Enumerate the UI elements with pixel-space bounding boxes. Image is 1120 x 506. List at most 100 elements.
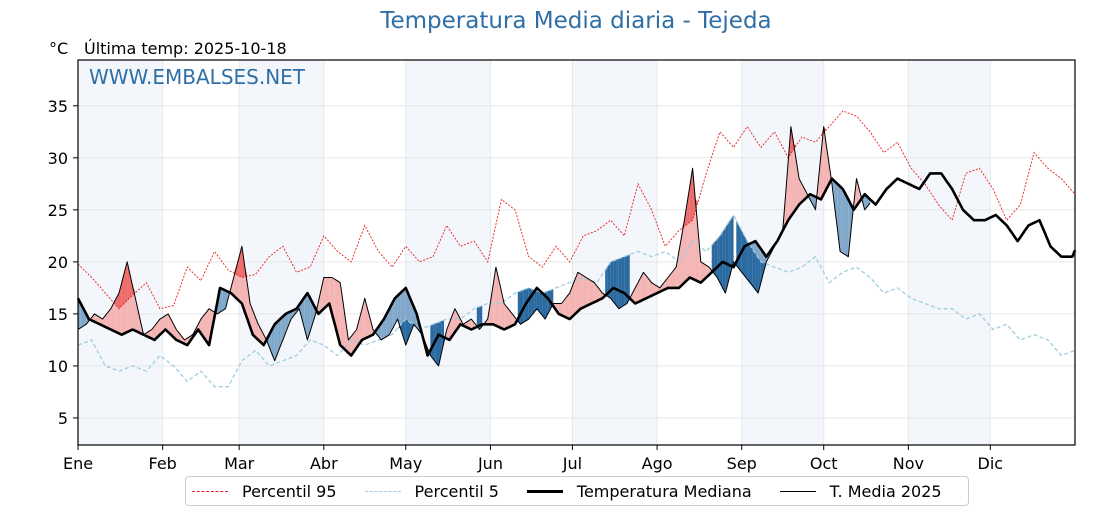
fill-below-p5: [616, 258, 619, 309]
fill-below-p5: [435, 322, 439, 366]
fill-below-median: [386, 308, 390, 337]
y-tick-label: 15: [48, 305, 68, 324]
fill-above-p95: [236, 256, 240, 277]
fill-below-p5: [714, 238, 718, 278]
fill-below-p5: [627, 254, 630, 304]
fill-above-median: [168, 313, 171, 335]
fill-below-median: [837, 183, 841, 252]
fill-above-median: [162, 315, 166, 333]
fill-above-median: [490, 284, 494, 325]
fill-below-p5: [618, 257, 622, 309]
fill-below-p5: [525, 287, 529, 321]
fill-above-median: [362, 298, 365, 340]
legend-label: Percentil 5: [414, 481, 499, 501]
fill-above-median: [796, 161, 800, 209]
fill-above-median: [356, 319, 360, 348]
fill-above-median: [599, 289, 603, 300]
fill-above-median: [321, 277, 324, 312]
fill-above-median: [454, 308, 458, 333]
fill-above-median: [452, 308, 455, 337]
fill-below-median: [842, 189, 846, 255]
fill-above-median: [569, 286, 573, 320]
month-shade-mar: [239, 60, 324, 445]
fill-below-p5: [747, 241, 750, 283]
fill-above-median: [367, 308, 371, 338]
fill-below-p5: [528, 287, 532, 320]
fill-above-median: [591, 280, 595, 304]
fill-below-p5: [624, 255, 628, 306]
fill-above-median: [154, 322, 158, 340]
fill-above-median: [586, 277, 589, 307]
fill-above-median: [643, 272, 647, 300]
fill-below-median: [840, 186, 843, 254]
fill-above-median: [646, 275, 649, 299]
fill-above-median: [495, 267, 499, 327]
fill-below-median: [389, 303, 393, 335]
fill-above-median: [506, 306, 510, 329]
fill-above-p95: [687, 185, 690, 225]
fill-above-median: [206, 308, 210, 346]
fill-below-median: [310, 298, 313, 332]
fill-below-median: [78, 298, 81, 330]
month-shade-nov: [908, 60, 991, 445]
fill-above-median: [580, 274, 584, 309]
fill-above-median: [446, 322, 450, 340]
legend: Percentil 95 Percentil 5 Temperatura Med…: [185, 476, 969, 506]
fill-above-median: [820, 126, 824, 200]
fill-above-median: [337, 280, 341, 346]
fill-above-median: [596, 286, 600, 301]
fill-above-median: [588, 279, 592, 305]
x-tick-label: Jul: [562, 454, 582, 473]
fill-above-median: [572, 279, 576, 317]
fill-below-median: [285, 312, 289, 333]
fill-below-p5: [725, 223, 729, 294]
fill-below-p5: [476, 306, 480, 330]
fill-below-p5: [741, 230, 745, 276]
month-shade-may: [405, 60, 491, 445]
y-tick-label: 10: [48, 357, 68, 376]
axes: 5 10 15 20 25 30 35 Ene Feb Mar Abr May Jun Jul Ago Sep…: [48, 97, 1003, 473]
x-tick-label: May: [389, 454, 422, 473]
fill-below-median: [222, 289, 226, 311]
fill-above-median: [668, 274, 671, 288]
x-tick-label: Feb: [149, 454, 177, 473]
fill-below-p5: [403, 319, 406, 346]
legend-label: Percentil 95: [242, 481, 337, 501]
fill-above-median: [509, 310, 513, 327]
month-shade-ene: [78, 60, 163, 445]
legend-item-p95: Percentil 95: [192, 482, 337, 501]
x-tick-label: Oct: [810, 454, 838, 473]
fill-above-p95: [124, 261, 128, 304]
fill-above-median: [793, 143, 797, 213]
x-tick-label: Mar: [224, 454, 255, 473]
legend-label: Temperatura Mediana: [576, 481, 752, 501]
fill-above-median: [138, 310, 141, 334]
fill-above-median: [635, 282, 638, 304]
line-t-media-2025: [77, 126, 871, 367]
fill-above-median: [670, 270, 674, 288]
y-tick-label: 25: [48, 201, 68, 220]
fill-above-median: [564, 296, 567, 318]
p5-swatch: [364, 490, 401, 492]
fill-above-median: [342, 301, 346, 351]
fill-above-median: [648, 279, 652, 297]
fill-above-median: [108, 308, 111, 330]
fill-above-median: [594, 282, 597, 303]
fill-below-p5: [613, 259, 617, 306]
fill-above-median: [334, 279, 338, 335]
x-tick-label: Sep: [727, 454, 757, 473]
y-tick-label: 5: [58, 409, 68, 428]
fill-above-median: [504, 303, 507, 330]
y-tick-label: 20: [48, 253, 68, 272]
fill-above-median: [632, 287, 636, 304]
fill-below-median: [392, 298, 395, 330]
fill-above-median: [247, 284, 251, 327]
fill-below-median: [271, 324, 275, 361]
fill-below-p5: [607, 261, 611, 299]
fill-above-median: [558, 303, 562, 316]
month-shade-jul: [572, 60, 658, 445]
legend-item-median: Temperatura Mediana: [526, 481, 752, 501]
fill-below-median: [394, 295, 398, 325]
median-swatch: [526, 489, 563, 493]
